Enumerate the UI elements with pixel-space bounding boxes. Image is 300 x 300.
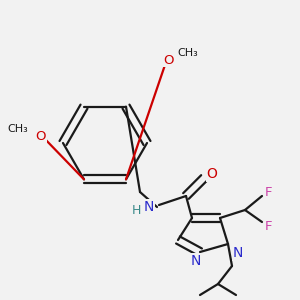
Text: F: F <box>264 220 272 232</box>
Text: F: F <box>264 185 272 199</box>
Text: N: N <box>233 246 243 260</box>
Text: N: N <box>144 200 154 214</box>
Text: O: O <box>36 130 46 143</box>
Text: H: H <box>131 203 141 217</box>
Text: O: O <box>207 167 218 181</box>
Text: N: N <box>191 254 201 268</box>
Text: CH₃: CH₃ <box>8 124 29 134</box>
Text: CH₃: CH₃ <box>178 48 198 58</box>
Text: O: O <box>163 53 173 67</box>
